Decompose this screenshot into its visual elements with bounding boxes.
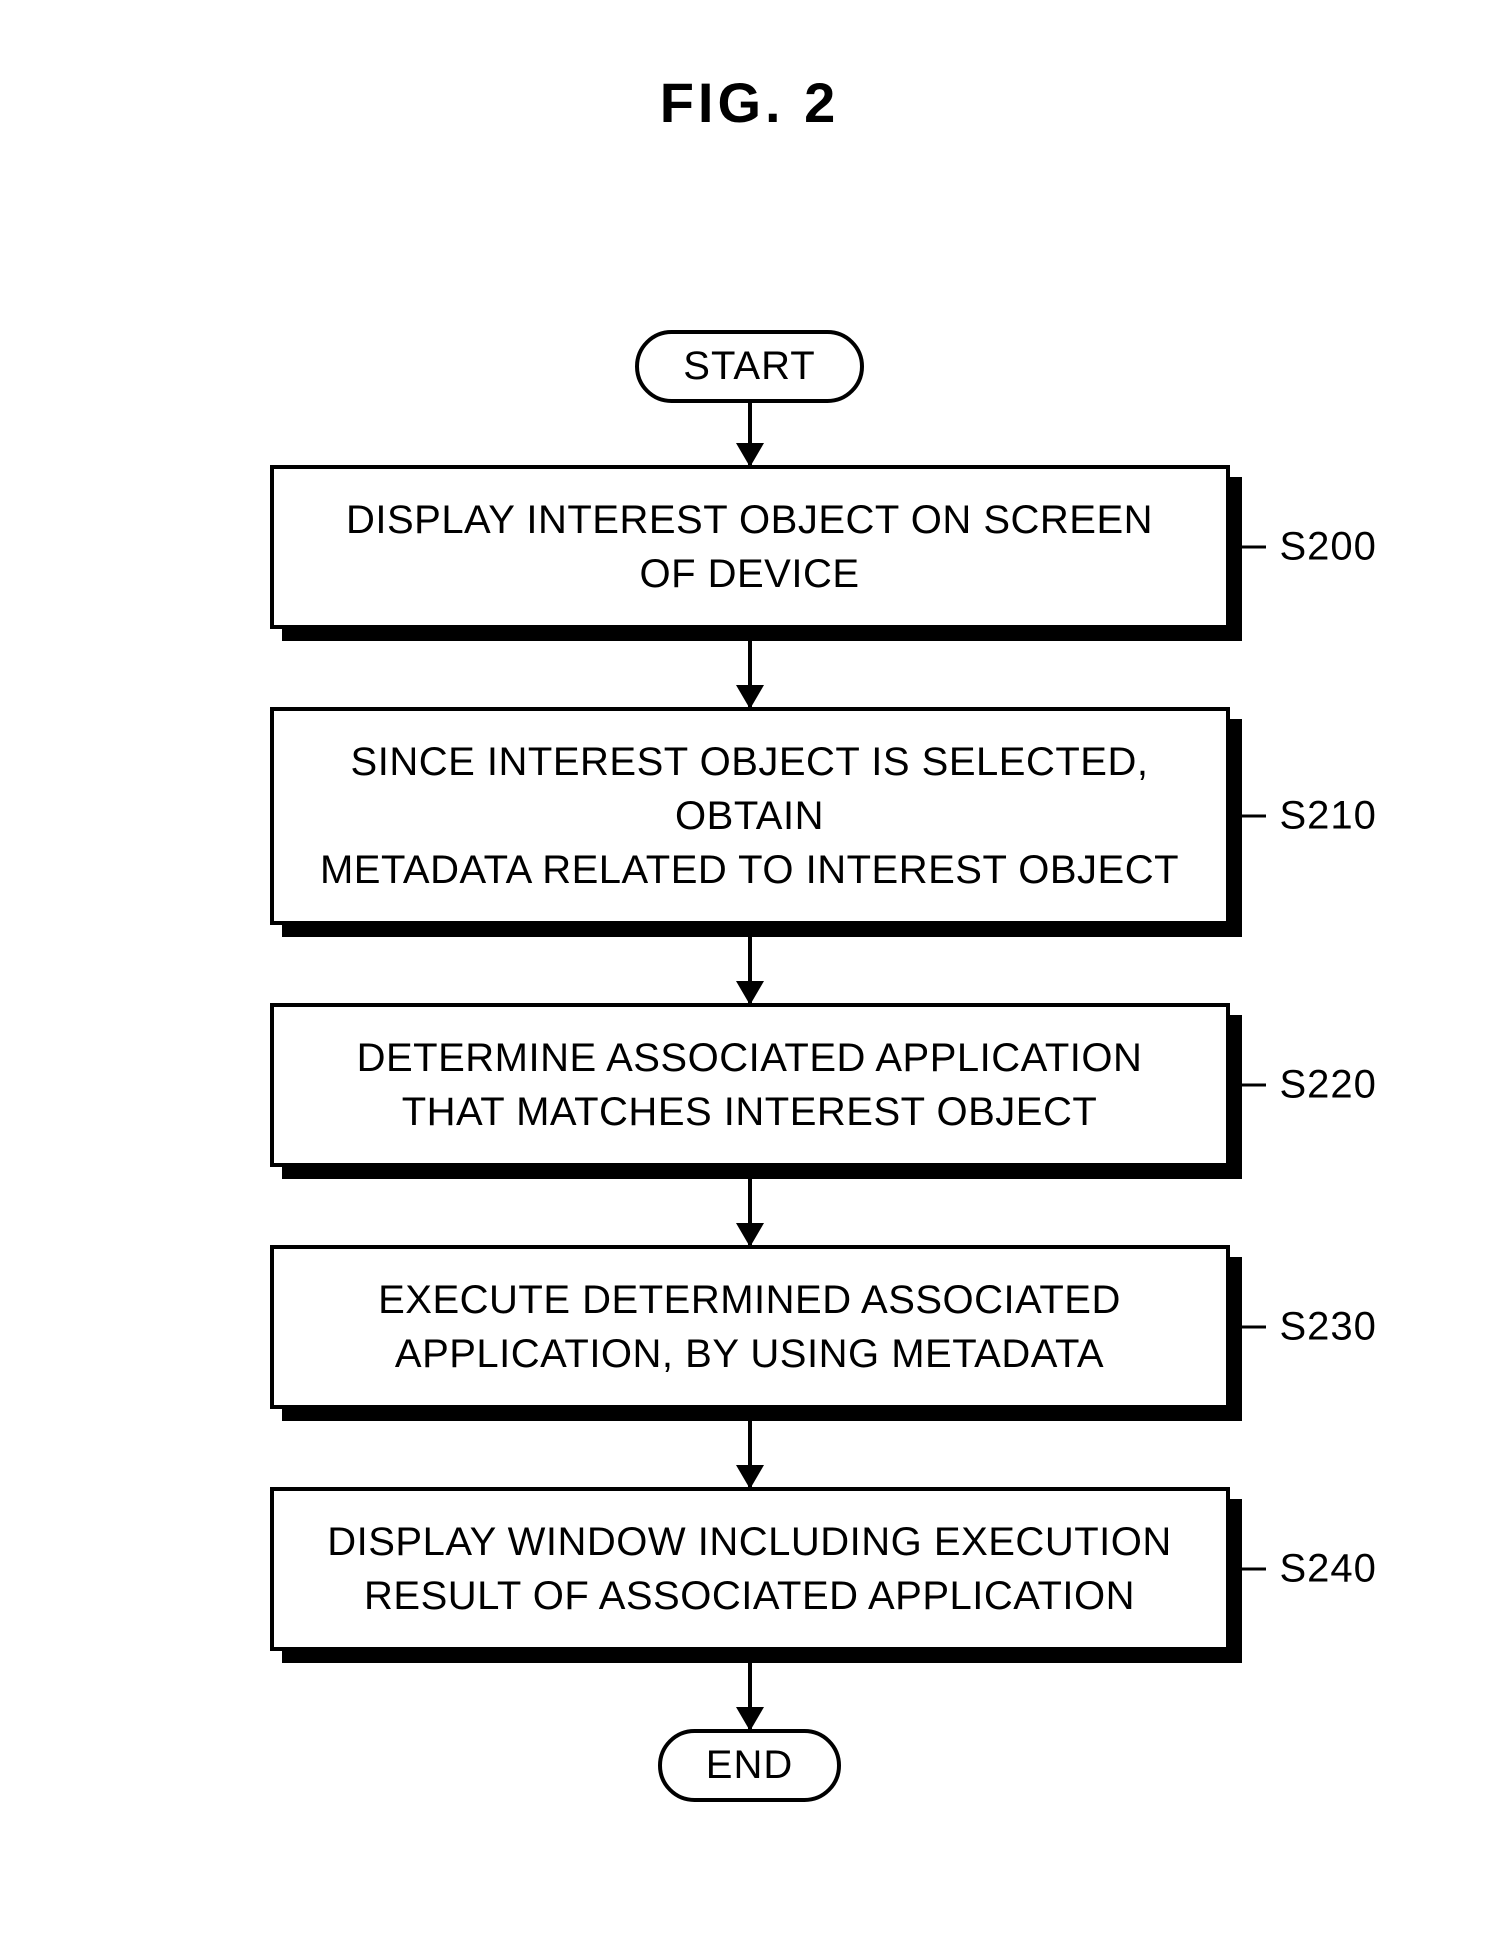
arrow	[748, 403, 752, 465]
process-text-line: RESULT OF ASSOCIATED APPLICATION	[294, 1569, 1206, 1623]
step-label: S210	[1230, 794, 1377, 839]
process-step: EXECUTE DETERMINED ASSOCIATED APPLICATIO…	[270, 1245, 1230, 1409]
arrow	[748, 629, 752, 707]
step-tick	[1230, 815, 1266, 818]
arrow	[748, 1167, 752, 1245]
arrow	[748, 925, 752, 1003]
process-text-line: DISPLAY INTEREST OBJECT ON SCREEN	[294, 493, 1206, 547]
arrow	[748, 1409, 752, 1487]
step-label: S200	[1230, 525, 1377, 570]
start-terminator: START	[635, 330, 863, 403]
process-step: DISPLAY INTEREST OBJECT ON SCREEN OF DEV…	[270, 465, 1230, 629]
step-id: S240	[1280, 1547, 1377, 1592]
step-id: S230	[1280, 1305, 1377, 1350]
step-label: S230	[1230, 1305, 1377, 1350]
figure-title: FIG. 2	[0, 70, 1499, 135]
process-text-line: SINCE INTEREST OBJECT IS SELECTED, OBTAI…	[294, 735, 1206, 843]
step-id: S200	[1280, 525, 1377, 570]
process-box: DETERMINE ASSOCIATED APPLICATION THAT MA…	[270, 1003, 1230, 1167]
step-tick	[1230, 1326, 1266, 1329]
step-label: S240	[1230, 1547, 1377, 1592]
process-box: SINCE INTEREST OBJECT IS SELECTED, OBTAI…	[270, 707, 1230, 925]
flowchart: START DISPLAY INTEREST OBJECT ON SCREEN …	[0, 330, 1499, 1802]
step-id: S210	[1280, 794, 1377, 839]
process-text-line: APPLICATION, BY USING METADATA	[294, 1327, 1206, 1381]
step-tick	[1230, 546, 1266, 549]
step-id: S220	[1280, 1063, 1377, 1108]
process-box: DISPLAY INTEREST OBJECT ON SCREEN OF DEV…	[270, 465, 1230, 629]
process-text-line: THAT MATCHES INTEREST OBJECT	[294, 1085, 1206, 1139]
process-text-line: METADATA RELATED TO INTEREST OBJECT	[294, 843, 1206, 897]
step-tick	[1230, 1084, 1266, 1087]
arrow	[748, 1651, 752, 1729]
process-text-line: DETERMINE ASSOCIATED APPLICATION	[294, 1031, 1206, 1085]
process-step: DISPLAY WINDOW INCLUDING EXECUTION RESUL…	[270, 1487, 1230, 1651]
process-box: DISPLAY WINDOW INCLUDING EXECUTION RESUL…	[270, 1487, 1230, 1651]
process-text-line: EXECUTE DETERMINED ASSOCIATED	[294, 1273, 1206, 1327]
step-label: S220	[1230, 1063, 1377, 1108]
process-step: SINCE INTEREST OBJECT IS SELECTED, OBTAI…	[270, 707, 1230, 925]
process-step: DETERMINE ASSOCIATED APPLICATION THAT MA…	[270, 1003, 1230, 1167]
end-terminator: END	[658, 1729, 841, 1802]
process-text-line: OF DEVICE	[294, 547, 1206, 601]
process-box: EXECUTE DETERMINED ASSOCIATED APPLICATIO…	[270, 1245, 1230, 1409]
process-text-line: DISPLAY WINDOW INCLUDING EXECUTION	[294, 1515, 1206, 1569]
step-tick	[1230, 1568, 1266, 1571]
